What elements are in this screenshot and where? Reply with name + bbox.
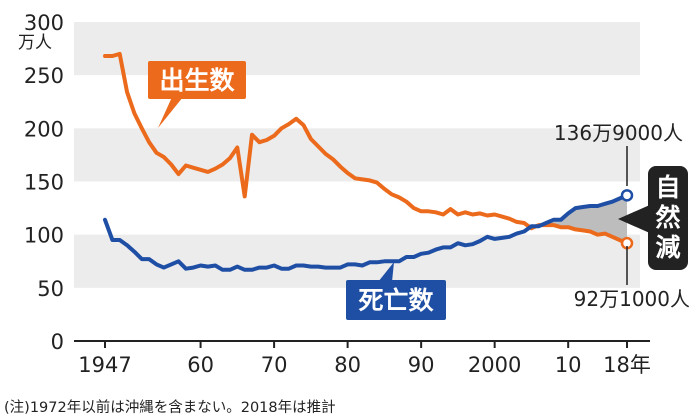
deaths-2018-value: 136万9000人	[554, 121, 683, 145]
births-label-text: 出生数	[159, 66, 235, 95]
y-tick-label: 300	[24, 11, 64, 35]
natural-decrease-char: 減	[655, 233, 680, 262]
deaths-label-pointer	[378, 262, 394, 282]
births-label-pointer	[158, 97, 183, 128]
y-tick-label: 100	[24, 224, 64, 248]
x-ticks: 1947 60 70 80 90 2000 10 18年	[78, 341, 651, 377]
deaths-label: 死亡数	[346, 262, 446, 320]
x-tick-label: 60	[187, 353, 214, 377]
x-tick-label: 1947	[78, 353, 131, 377]
natural-decrease-char: 自	[655, 173, 680, 202]
natural-decrease-callout: 自然減	[618, 166, 688, 270]
natural-decrease-pointer	[618, 204, 652, 234]
y-tick-label: 200	[24, 117, 64, 141]
deaths-label-text: 死亡数	[358, 286, 434, 315]
y-unit-label: 万人	[18, 33, 52, 53]
births-2018-value: 92万1000人	[574, 287, 690, 311]
grid-band	[74, 128, 640, 182]
y-tick-labels: 0 50 100 150 200 250 300	[24, 11, 64, 354]
x-tick-label: 70	[261, 353, 288, 377]
deaths-line	[103, 193, 629, 272]
deaths-label-box	[346, 280, 446, 320]
footnote: (注)1972年以前は沖縄を含まない。2018年は推計	[4, 399, 336, 416]
natural-decrease-char: 然	[655, 203, 680, 232]
y-tick-label: 250	[24, 64, 64, 88]
x-tick-label: 80	[334, 353, 361, 377]
deaths-2018-marker	[620, 189, 634, 202]
natural-decrease-box	[648, 166, 688, 270]
y-tick-label: 150	[24, 171, 64, 195]
natural-decrease-area	[531, 195, 627, 244]
y-tick-label: 0	[51, 330, 64, 354]
grid-band	[74, 234, 640, 288]
x-tick-label: 18年	[603, 353, 651, 377]
x-tick-label: 90	[408, 353, 435, 377]
x-tick-label: 10	[555, 353, 582, 377]
births-label-box	[148, 61, 246, 99]
x-tick-label: 2000	[468, 353, 521, 377]
y-tick-label: 50	[37, 277, 64, 301]
grid-bands	[74, 22, 640, 288]
y-axis-unit: 万人	[18, 33, 52, 53]
births-label: 出生数	[148, 61, 246, 128]
natural-decrease-text: 自然減	[655, 173, 680, 262]
